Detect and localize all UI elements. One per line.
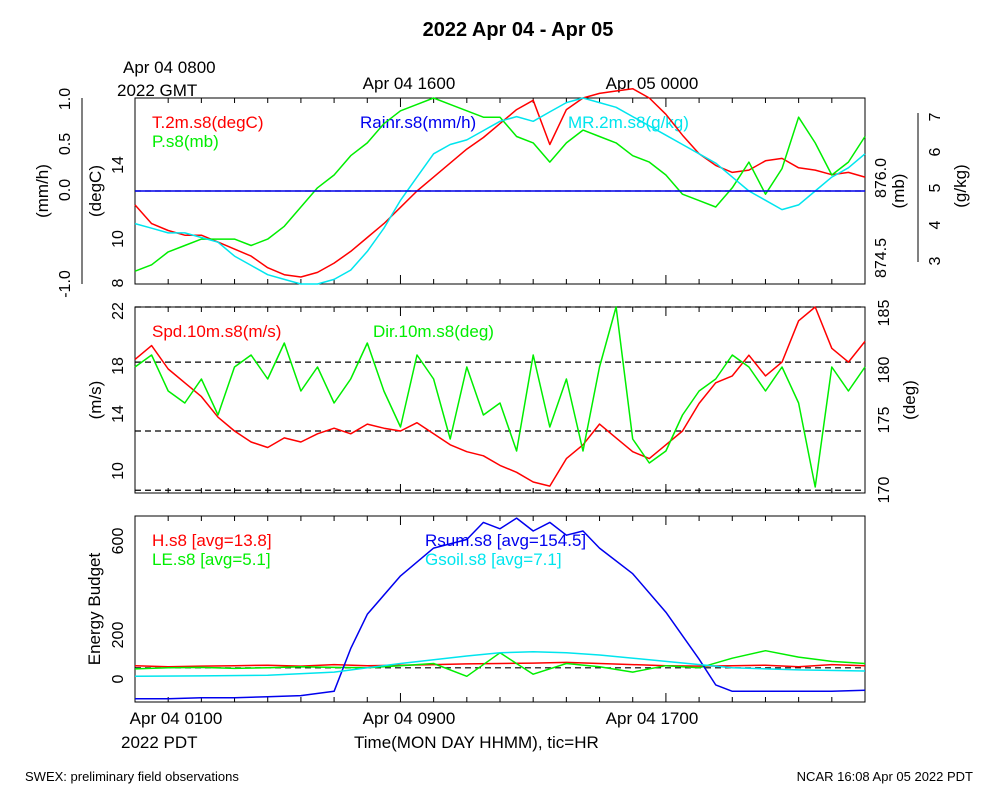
top-tick-gkg-6: 6: [927, 147, 944, 156]
figure-title: 2022 Apr 04 - Apr 05: [423, 19, 614, 41]
series-line-p-s8: [134, 97, 866, 272]
top-axis-label-degc: (degC): [86, 165, 105, 217]
mid-tick-deg-175: 175: [876, 407, 893, 434]
top-tick-gkg-3: 3: [927, 256, 944, 265]
top-tick-degc-8: 8: [110, 278, 127, 287]
footer-right: NCAR 16:08 Apr 05 2022 PDT: [797, 769, 973, 784]
mid-tick-ms-10: 10: [110, 462, 127, 480]
top-tick-gkg-4: 4: [927, 220, 944, 229]
top-tick-mb-8745: 874.5: [873, 238, 890, 278]
top-tick-degc-14: 14: [110, 156, 127, 174]
top-tick-mmh-1: 1.0: [57, 88, 74, 110]
mid-axis-label-ms: (m/s): [86, 381, 105, 420]
footer-left: SWEX: preliminary field observations: [25, 769, 239, 784]
top-time-label-3: Apr 05 0000: [606, 74, 699, 93]
top-time-label-2: Apr 04 1600: [363, 74, 456, 93]
top-time-label-1: Apr 04 0800: [123, 58, 216, 77]
bottom-tick-600: 600: [110, 528, 127, 555]
legend-gsoil: Gsoil.s8 [avg=7.1]: [425, 550, 562, 569]
bottom-year-label: 2022 PDT: [121, 733, 198, 752]
top-tick-mmh-0: 0.0: [57, 179, 74, 201]
bottom-tick-0: 0: [110, 674, 127, 683]
bottom-time-label-3: Apr 04 1700: [606, 709, 699, 728]
top-tick-gkg-5: 5: [927, 183, 944, 192]
bottom-time-label-1: Apr 04 0100: [130, 709, 223, 728]
top-tick-gkg-7: 7: [927, 112, 944, 121]
mid-axis-label-deg: (deg): [900, 380, 919, 420]
legend-temperature: T.2m.s8(degC): [152, 113, 263, 132]
mid-tick-deg-170: 170: [876, 477, 893, 504]
series-line-gsoil-s8: [134, 651, 866, 678]
legend-mixing-ratio: MR.2m.s8(g/kg): [568, 113, 689, 132]
bottom-tick-200: 200: [110, 622, 127, 649]
legend-latent-heat: LE.s8 [avg=5.1]: [152, 550, 271, 569]
series-line-dir-10m-s8: [134, 306, 866, 488]
top-year-label: 2022 GMT: [117, 81, 197, 100]
bottom-time-label-2: Apr 04 0900: [363, 709, 456, 728]
legend-pressure: P.s8(mb): [152, 132, 219, 151]
series-line-rsum-s8: [135, 517, 866, 700]
legend-direction: Dir.10m.s8(deg): [373, 322, 494, 341]
chart-marks: [134, 87, 866, 702]
top-axis-label-mmh: (mm/h): [33, 164, 52, 218]
x-axis-title: Time(MON DAY HHMM), tic=HR: [354, 733, 599, 752]
top-axis-label-mb: (mb): [889, 174, 908, 209]
top-tick-mmh-neg1: -1.0: [57, 270, 74, 298]
mid-tick-ms-18: 18: [110, 357, 127, 375]
mid-tick-deg-185: 185: [876, 300, 893, 327]
legend-rainrate: Rainr.s8(mm/h): [360, 113, 476, 132]
legend-speed: Spd.10m.s8(m/s): [152, 322, 281, 341]
mid-tick-ms-22: 22: [110, 302, 127, 320]
mid-tick-ms-14: 14: [110, 405, 127, 423]
series-line-h-s8: [134, 661, 866, 668]
series-line-mr-2m-s8: [134, 97, 866, 285]
top-tick-mb-876: 876.0: [873, 158, 890, 198]
top-tick-mmh-05: 0.5: [57, 133, 74, 155]
mid-tick-deg-180: 180: [876, 357, 893, 384]
legend-rsum: Rsum.s8 [avg=154.5]: [425, 531, 586, 550]
legend-sensible-heat: H.s8 [avg=13.8]: [152, 531, 272, 550]
bottom-axis-label-energy: Energy Budget: [85, 552, 104, 665]
top-tick-degc-10: 10: [110, 230, 127, 248]
top-axis-label-gkg: (g/kg): [951, 164, 970, 207]
